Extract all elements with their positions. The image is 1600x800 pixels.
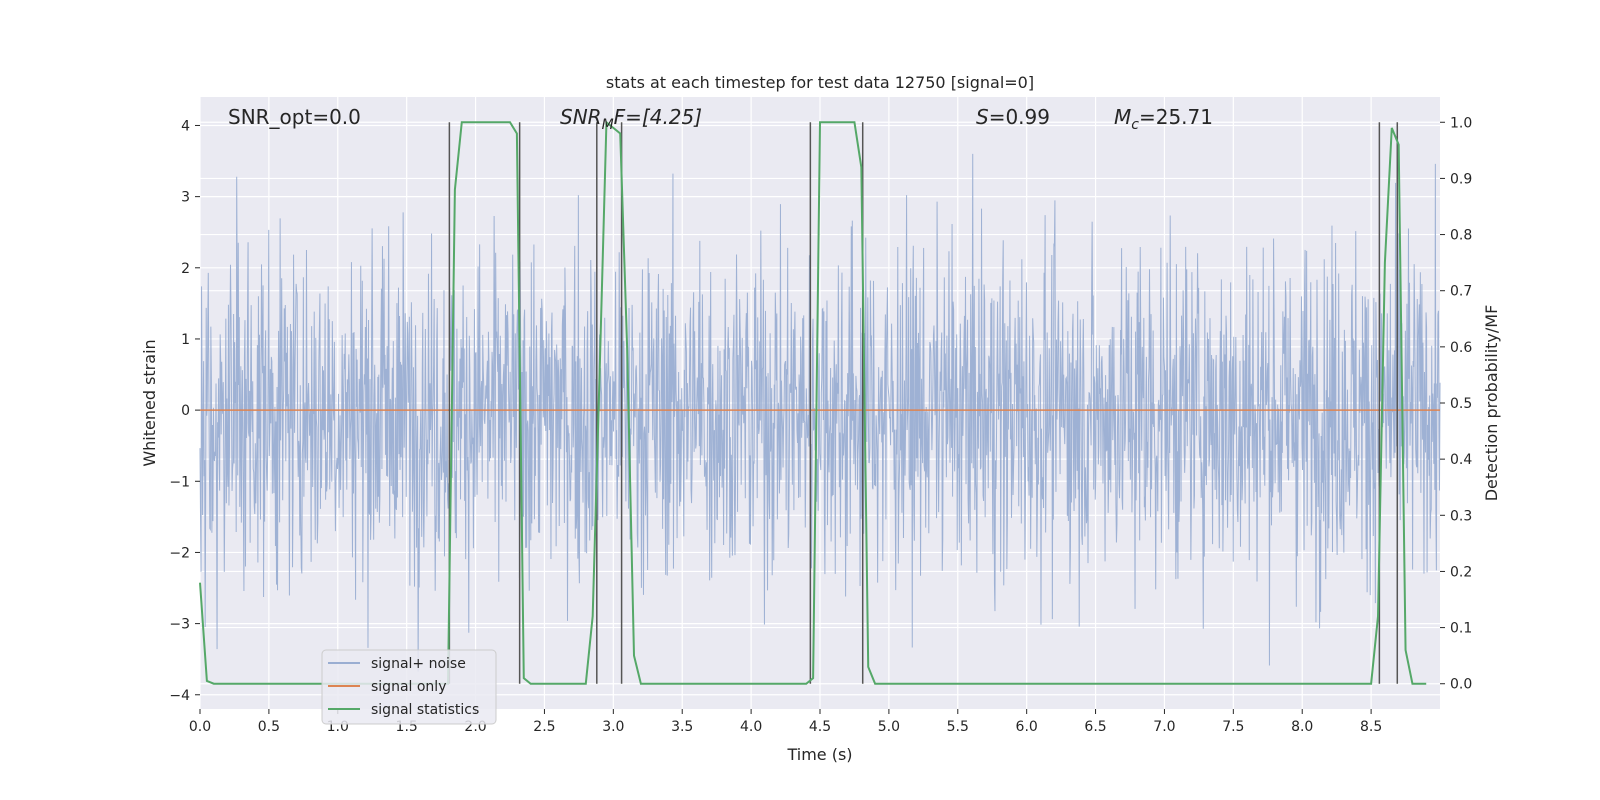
y-right-tick-label: 0.7 <box>1450 284 1472 300</box>
x-axis-label: Time (s) <box>786 745 852 764</box>
snr-mf-subscript: M <box>602 117 614 133</box>
x-tick-label: 0.5 <box>258 719 280 735</box>
mc-label: M <box>1114 105 1131 129</box>
y-tick-label: 0 <box>181 403 190 419</box>
y-right-tick-label: 0.2 <box>1450 564 1472 580</box>
y-right-tick-label: 0.3 <box>1450 508 1472 524</box>
y-tick-label: 2 <box>181 261 190 277</box>
x-tick-label: 5.0 <box>878 719 900 735</box>
x-tick-label: 8.0 <box>1291 719 1313 735</box>
x-tick-label: 7.0 <box>1153 719 1175 735</box>
x-tick-label: 5.5 <box>947 719 969 735</box>
signal-noise-line <box>199 153 1441 672</box>
signal-statistics-line <box>199 120 1427 685</box>
y-right-tick-label: 0.6 <box>1450 340 1472 356</box>
y-tick-label: −3 <box>169 617 190 633</box>
x-tick-label: 4.0 <box>740 719 762 735</box>
y-axis-right-label: Detection probability/MF <box>1482 305 1501 502</box>
y-right-tick-label: 0.0 <box>1450 677 1472 693</box>
s-annotation: S=0.99 <box>976 105 1050 129</box>
y-tick-label: −1 <box>169 474 190 490</box>
y-tick-label: 4 <box>181 118 190 134</box>
mc-value: =25.71 <box>1139 105 1213 129</box>
s-label: S <box>976 105 989 129</box>
y-right-tick-label: 0.9 <box>1450 171 1472 187</box>
y-tick-label: −4 <box>169 688 190 704</box>
x-tick-label: 6.0 <box>1016 719 1038 735</box>
x-tick-label: 6.5 <box>1084 719 1106 735</box>
x-tick-label: 4.5 <box>809 719 831 735</box>
y-right-tick-label: 0.1 <box>1450 621 1472 637</box>
legend-box <box>321 649 497 725</box>
snr-mf-label: SNR <box>560 105 602 129</box>
legend: signal+ noise signal only signal statist… <box>321 649 497 725</box>
signal-statistics-series <box>199 120 1427 685</box>
mc-annotation: Mc=25.71 <box>1114 105 1213 133</box>
snr-mf-annotation: SNRMF=[4.25] <box>560 105 702 133</box>
y-tick-label: 3 <box>181 190 190 206</box>
y-tick-label: 1 <box>181 332 190 348</box>
legend-label-signal-only: signal only <box>371 679 446 695</box>
signal-noise-series <box>199 153 1441 672</box>
x-tick-label: 2.5 <box>533 719 555 735</box>
x-tick-label: 3.5 <box>671 719 693 735</box>
y-right-tick-label: 0.5 <box>1450 396 1472 412</box>
snr-opt-annotation: SNR_opt=0.0 <box>228 105 361 129</box>
snr-mf-value: F=[4.25] <box>614 105 702 129</box>
grid-lines <box>199 97 1440 709</box>
y-right-tick-label: 1.0 <box>1450 115 1472 131</box>
y-right-tick-label: 0.8 <box>1450 228 1472 244</box>
x-tick-label: 8.5 <box>1360 719 1382 735</box>
mc-subscript: c <box>1131 117 1139 133</box>
x-tick-label: 0.0 <box>189 719 211 735</box>
axes: 0.0 0.5 1.0 1.5 2.0 2.5 3.0 3.5 4.0 4.5 5.0 5.5 6.0 6… <box>169 115 1472 735</box>
x-tick-label: 7.5 <box>1222 719 1244 735</box>
legend-label-signal-statistics: signal statistics <box>371 702 479 718</box>
y-right-tick-label: 0.4 <box>1450 452 1472 468</box>
y-axis-label: Whitened strain <box>140 339 159 466</box>
x-tick-label: 3.0 <box>602 719 624 735</box>
y-tick-label: −2 <box>169 545 190 561</box>
chart-title: stats at each timestep for test data 127… <box>606 73 1034 92</box>
legend-label-signal-noise: signal+ noise <box>371 656 466 672</box>
s-value: =0.99 <box>989 105 1050 129</box>
